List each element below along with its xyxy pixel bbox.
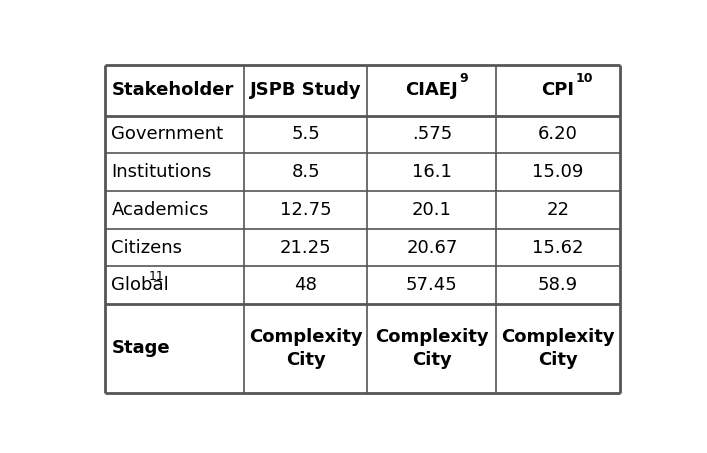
Text: Government: Government xyxy=(112,125,223,144)
Text: 9: 9 xyxy=(460,72,468,85)
Text: 58.9: 58.9 xyxy=(538,276,578,294)
Text: .575: .575 xyxy=(411,125,452,144)
Text: 6.20: 6.20 xyxy=(538,125,578,144)
Text: Institutions: Institutions xyxy=(112,163,212,181)
Text: 21.25: 21.25 xyxy=(280,239,332,256)
Text: Citizens: Citizens xyxy=(112,239,182,256)
Text: Academics: Academics xyxy=(112,201,209,219)
Text: 5.5: 5.5 xyxy=(291,125,320,144)
Text: Global: Global xyxy=(112,276,169,294)
Text: 16.1: 16.1 xyxy=(412,163,452,181)
Text: 10: 10 xyxy=(575,72,593,85)
Text: 48: 48 xyxy=(294,276,317,294)
Text: 57.45: 57.45 xyxy=(406,276,457,294)
Text: 22: 22 xyxy=(547,201,570,219)
Text: 15.62: 15.62 xyxy=(532,239,584,256)
Text: 15.09: 15.09 xyxy=(532,163,584,181)
Text: Complexity
City: Complexity City xyxy=(375,328,489,369)
Text: Complexity
City: Complexity City xyxy=(249,328,363,369)
Text: Complexity
City: Complexity City xyxy=(501,328,615,369)
Text: CPI: CPI xyxy=(542,81,575,99)
Text: 8.5: 8.5 xyxy=(291,163,320,181)
Text: JSPB Study: JSPB Study xyxy=(250,81,361,99)
Text: Stakeholder: Stakeholder xyxy=(112,81,234,99)
Text: 11: 11 xyxy=(148,270,165,284)
Text: CIAEJ: CIAEJ xyxy=(406,81,458,99)
Text: 20.1: 20.1 xyxy=(412,201,452,219)
Text: 12.75: 12.75 xyxy=(280,201,332,219)
Text: Stage: Stage xyxy=(112,339,170,357)
Text: 20.67: 20.67 xyxy=(407,239,457,256)
